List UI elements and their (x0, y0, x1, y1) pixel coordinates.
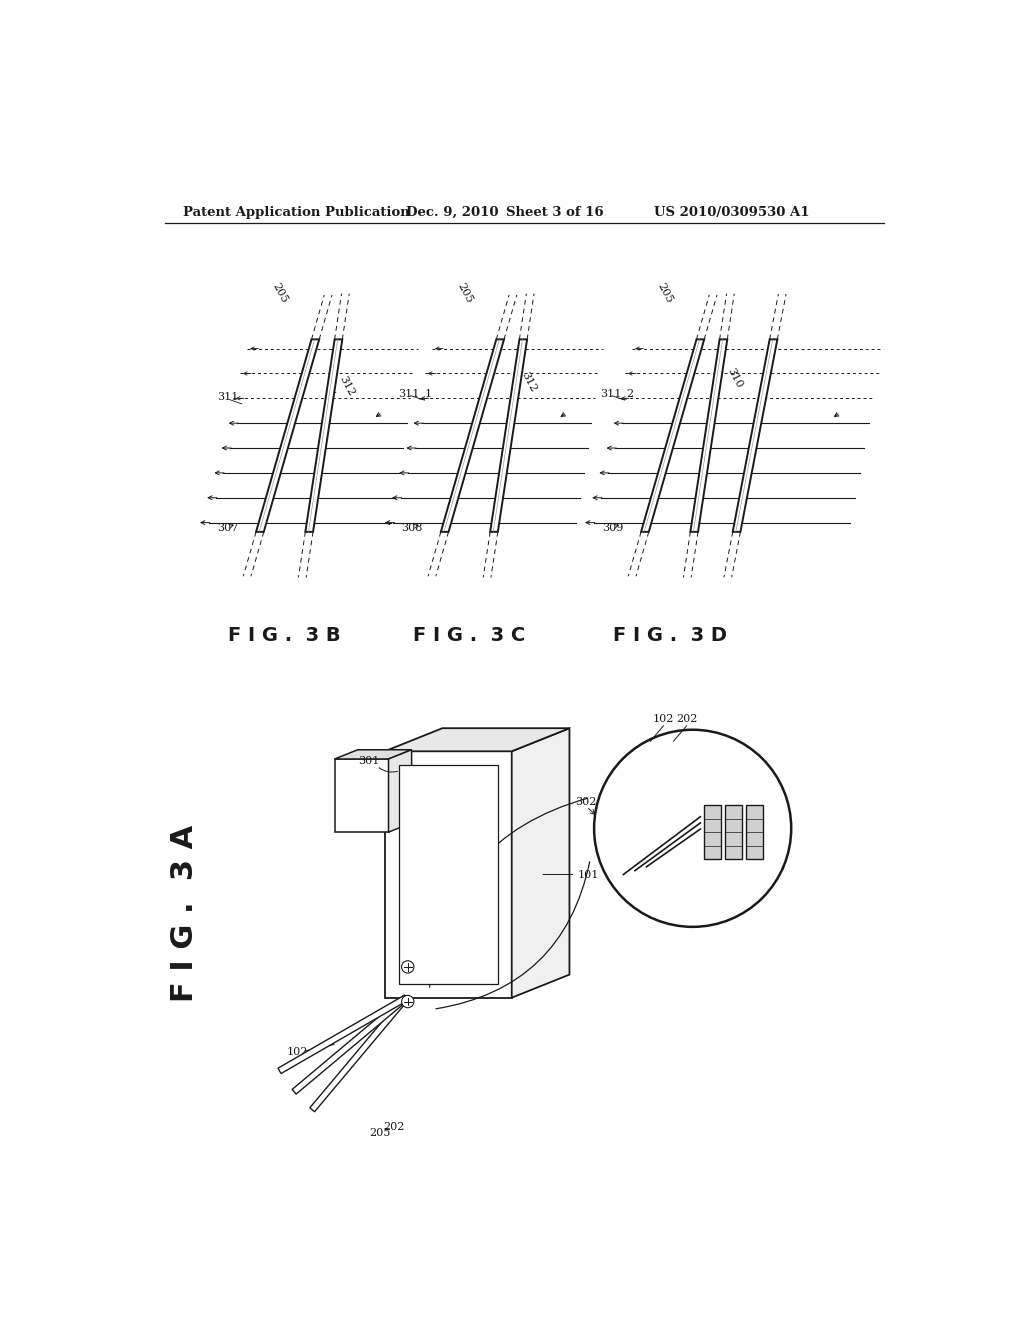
Text: 302: 302 (574, 797, 596, 808)
Text: Sheet 3 of 16: Sheet 3 of 16 (506, 206, 604, 219)
Bar (705, 805, 721, 859)
Bar (725, 805, 742, 859)
Text: 101: 101 (578, 870, 599, 879)
Text: 307: 307 (217, 523, 238, 533)
Circle shape (401, 961, 414, 973)
Text: 303: 303 (702, 863, 723, 873)
Polygon shape (641, 339, 705, 532)
Text: 312: 312 (337, 374, 355, 397)
Text: 308: 308 (401, 523, 423, 533)
Text: F I G .  3 D: F I G . 3 D (612, 626, 727, 645)
Polygon shape (305, 339, 342, 532)
Text: 306: 306 (765, 863, 785, 873)
Text: 205: 205 (270, 281, 290, 305)
Text: 205: 205 (370, 1129, 390, 1138)
Polygon shape (256, 339, 319, 532)
Text: 309: 309 (602, 523, 624, 533)
Polygon shape (398, 766, 498, 983)
Polygon shape (335, 750, 412, 759)
Polygon shape (335, 759, 388, 832)
Text: F I G .  3 B: F I G . 3 B (228, 626, 341, 645)
Text: 304: 304 (724, 863, 743, 873)
Text: 311_1: 311_1 (398, 388, 433, 399)
Polygon shape (385, 751, 512, 998)
Text: 102: 102 (652, 714, 674, 725)
Polygon shape (292, 995, 409, 1094)
Bar (745, 805, 763, 859)
Text: 305: 305 (744, 863, 764, 873)
Text: Dec. 9, 2010: Dec. 9, 2010 (407, 206, 499, 219)
Polygon shape (441, 339, 504, 532)
Polygon shape (385, 729, 569, 751)
Text: 301: 301 (357, 756, 379, 767)
Circle shape (401, 995, 414, 1007)
Text: Patent Application Publication: Patent Application Publication (183, 206, 410, 219)
Polygon shape (388, 750, 412, 832)
Text: F I G .  3 A: F I G . 3 A (170, 825, 199, 1002)
Polygon shape (512, 729, 569, 998)
Circle shape (594, 730, 792, 927)
Polygon shape (310, 995, 409, 1111)
Text: 202: 202 (383, 1122, 404, 1133)
Polygon shape (733, 339, 777, 532)
Polygon shape (490, 339, 527, 532)
Text: 311: 311 (217, 392, 239, 403)
Text: 102: 102 (287, 1048, 308, 1057)
Polygon shape (690, 339, 727, 532)
Text: 205: 205 (655, 281, 675, 305)
Text: F I G .  3 C: F I G . 3 C (414, 626, 525, 645)
Text: 310: 310 (725, 366, 743, 389)
Polygon shape (278, 995, 408, 1073)
Text: 312: 312 (519, 370, 539, 393)
Text: 205: 205 (456, 281, 474, 305)
Text: 202: 202 (676, 714, 697, 725)
Text: 311_2: 311_2 (600, 388, 635, 399)
Text: US 2010/0309530 A1: US 2010/0309530 A1 (654, 206, 810, 219)
